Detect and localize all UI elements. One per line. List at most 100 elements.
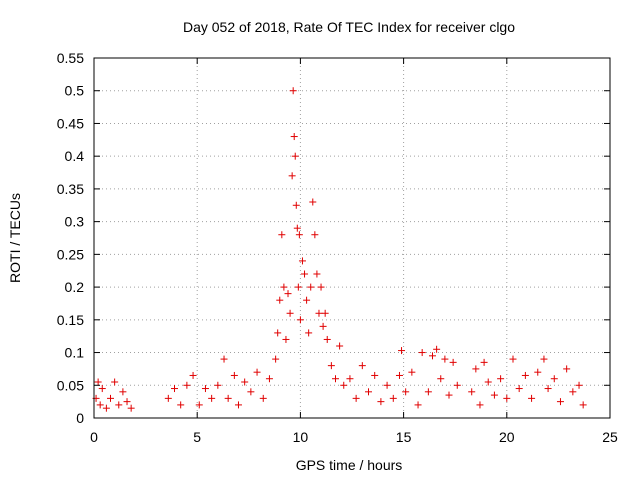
data-point: [208, 394, 216, 402]
data-point: [98, 385, 106, 393]
y-tick-label: 0.25: [57, 246, 84, 262]
data-point: [201, 385, 209, 393]
data-point: [309, 198, 317, 206]
data-point: [234, 401, 242, 409]
data-point: [296, 316, 304, 324]
data-point: [290, 133, 298, 141]
data-point: [437, 375, 445, 383]
data-point: [327, 362, 335, 370]
data-points: [92, 87, 587, 412]
data-point: [424, 388, 432, 396]
data-point: [433, 345, 441, 353]
data-point: [293, 224, 301, 232]
data-point: [319, 322, 327, 330]
data-point: [358, 362, 366, 370]
data-point: [294, 283, 302, 291]
data-point: [497, 375, 505, 383]
data-point: [305, 329, 313, 337]
y-tick-label: 0.2: [65, 279, 85, 295]
data-point: [515, 385, 523, 393]
y-tick-label: 0: [76, 410, 84, 426]
y-axis-label: ROTI / TECUs: [7, 193, 23, 283]
data-point: [317, 283, 325, 291]
data-point: [278, 231, 286, 239]
data-point: [389, 394, 397, 402]
data-point: [195, 401, 203, 409]
data-point: [484, 378, 492, 386]
data-point: [276, 296, 284, 304]
data-point: [480, 358, 488, 366]
x-tick-label: 5: [193, 429, 201, 445]
data-point: [445, 391, 453, 399]
data-point: [311, 231, 319, 239]
y-tick-label: 0.55: [57, 50, 84, 66]
data-point: [303, 296, 311, 304]
data-point: [127, 404, 135, 412]
data-point: [544, 385, 552, 393]
grid-lines: [94, 58, 610, 418]
data-point: [418, 349, 426, 357]
data-point: [230, 371, 238, 379]
data-point: [408, 368, 416, 376]
data-point: [476, 401, 484, 409]
data-point: [220, 355, 228, 363]
x-tick-label: 15: [396, 429, 412, 445]
data-point: [336, 342, 344, 350]
data-point: [115, 401, 123, 409]
data-point: [371, 371, 379, 379]
data-point: [365, 388, 373, 396]
data-point: [441, 355, 449, 363]
data-point: [284, 290, 292, 298]
data-point: [377, 398, 385, 406]
data-point: [346, 375, 354, 383]
y-tick-label: 0.3: [65, 214, 85, 230]
data-point: [298, 257, 306, 265]
y-tick-label: 0.45: [57, 115, 84, 131]
y-tick-label: 0.1: [65, 345, 85, 361]
data-point: [164, 394, 172, 402]
data-point: [509, 355, 517, 363]
data-point: [241, 378, 249, 386]
data-point: [428, 352, 436, 360]
data-point: [321, 309, 329, 317]
data-point: [189, 371, 197, 379]
data-point: [102, 404, 110, 412]
data-point: [289, 87, 297, 95]
data-point: [569, 388, 577, 396]
data-point: [291, 152, 299, 160]
x-tick-label: 25: [602, 429, 618, 445]
data-point: [579, 401, 587, 409]
data-point: [414, 401, 422, 409]
data-point: [540, 355, 548, 363]
data-point: [183, 381, 191, 389]
data-point: [521, 371, 529, 379]
data-point: [280, 283, 288, 291]
data-point: [292, 201, 300, 209]
data-point: [563, 365, 571, 373]
data-point: [528, 394, 536, 402]
data-point: [352, 394, 360, 402]
data-point: [282, 335, 290, 343]
y-tick-label: 0.4: [65, 148, 85, 164]
data-point: [340, 381, 348, 389]
data-point: [331, 375, 339, 383]
data-point: [295, 231, 303, 239]
data-point: [170, 385, 178, 393]
data-point: [490, 391, 498, 399]
data-point: [383, 381, 391, 389]
data-point: [111, 378, 119, 386]
data-point: [449, 358, 457, 366]
data-point: [550, 375, 558, 383]
data-point: [468, 388, 476, 396]
data-point: [307, 283, 315, 291]
data-point: [177, 401, 185, 409]
data-point: [107, 394, 115, 402]
data-point: [472, 365, 480, 373]
plot-frame: [93, 57, 611, 419]
x-tick-label: 10: [293, 429, 309, 445]
data-point: [323, 335, 331, 343]
x-tick-label: 20: [499, 429, 515, 445]
data-point: [94, 378, 102, 386]
axis-ticks: 0 5 10 15 20 25 0 0.05 0.1 0.15 0.2 0.25 0.3 0.35 0.4 0…: [57, 50, 618, 445]
